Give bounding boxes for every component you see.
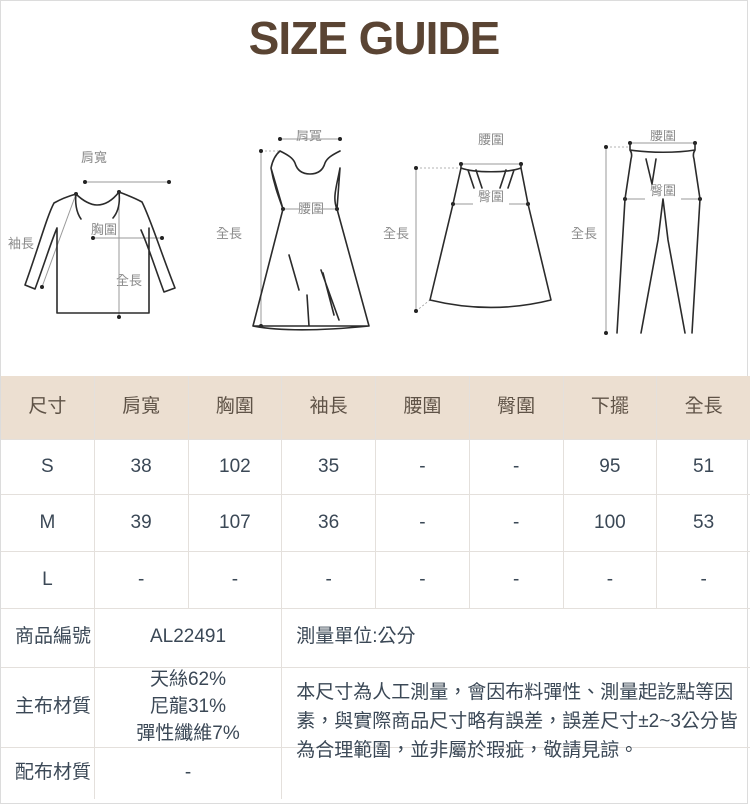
svg-text:腰圍: 腰圍: [478, 132, 504, 147]
svg-text:肩寬: 肩寬: [81, 150, 107, 165]
svg-text:全長: 全長: [215, 226, 241, 241]
svg-text:袖長: 袖長: [8, 236, 34, 251]
svg-text:臀圍: 臀圍: [649, 183, 675, 198]
svg-text:胸圍: 胸圍: [91, 222, 117, 237]
svg-text:腰圍: 腰圍: [297, 201, 323, 216]
svg-text:全長: 全長: [116, 273, 142, 288]
svg-text:全長: 全長: [383, 226, 409, 241]
svg-text:臀圍: 臀圍: [478, 189, 504, 204]
svg-text:全長: 全長: [570, 226, 596, 241]
svg-text:肩寬: 肩寬: [295, 130, 321, 143]
svg-text:腰圍: 腰圍: [649, 130, 675, 143]
